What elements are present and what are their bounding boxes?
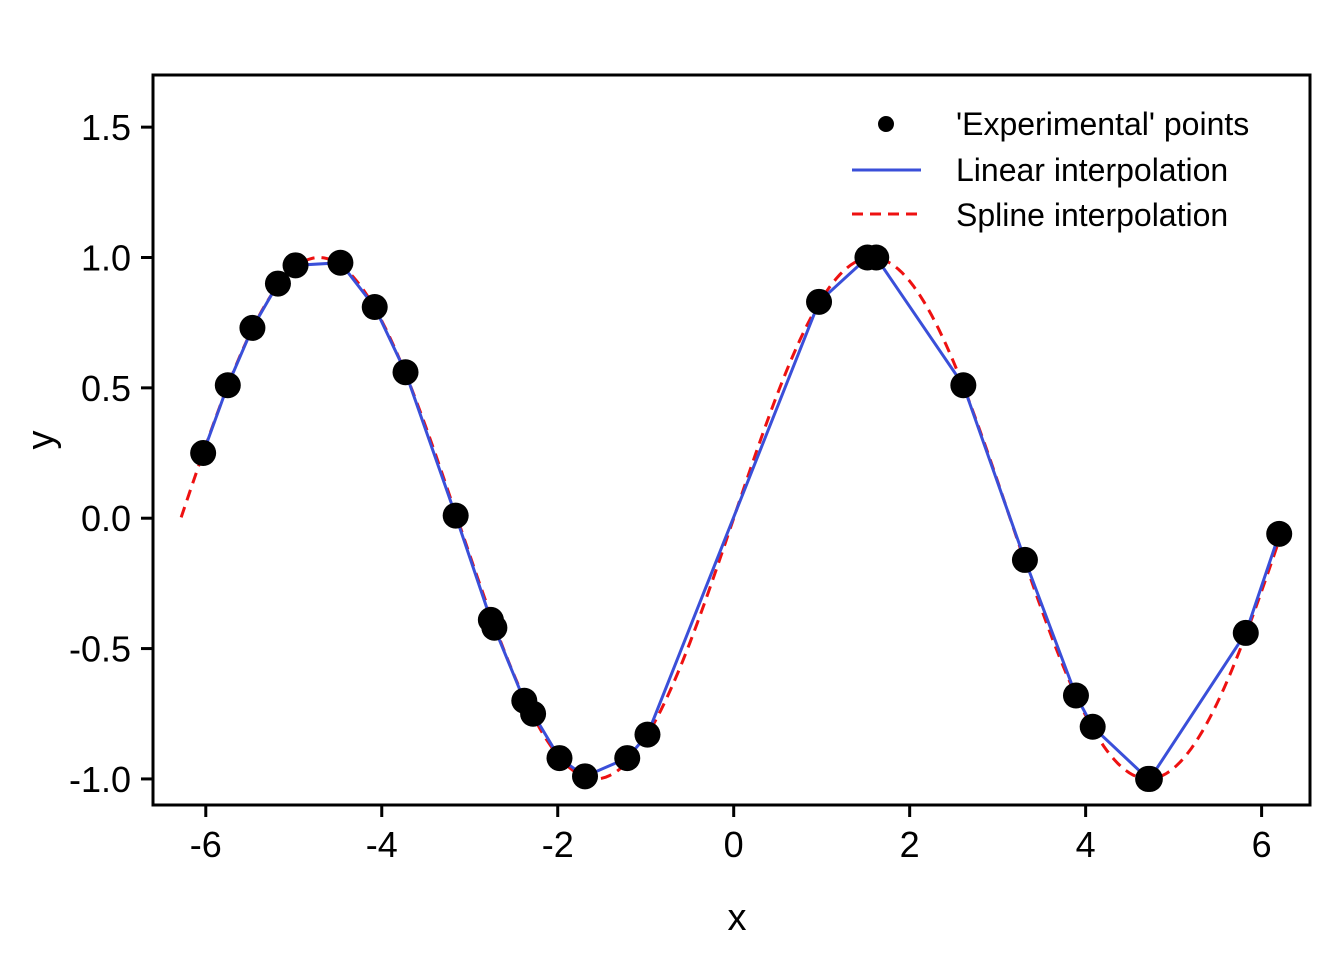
experimental-point (1011, 546, 1038, 573)
experimental-point (442, 502, 469, 529)
experimental-point (327, 249, 354, 276)
x-tick-label: 4 (1076, 824, 1096, 865)
plot-frame (151, 73, 1312, 807)
experimental-point (1079, 713, 1106, 740)
experimental-point (1266, 520, 1293, 547)
x-tick-label: 0 (724, 824, 744, 865)
x-axis: -6 -4 -2 0 2 4 6 (190, 805, 1272, 865)
experimental-point (634, 721, 661, 748)
experimental-point (239, 314, 266, 341)
y-tick-label: 0.0 (81, 498, 131, 539)
experimental-point (481, 614, 508, 641)
x-tick-label: -2 (542, 824, 574, 865)
y-tick-label: 1.5 (81, 107, 131, 148)
experimental-point (1062, 682, 1089, 709)
y-tick-label: -1.0 (69, 759, 131, 800)
experimental-point (950, 372, 977, 399)
legend-label-spline: Spline interpolation (956, 197, 1228, 233)
experimental-point (520, 700, 547, 727)
y-tick-label: 1.0 (81, 238, 131, 279)
experimental-point (1136, 765, 1163, 792)
linear-interpolation-line (201, 256, 1281, 781)
x-tick-label: -4 (366, 824, 398, 865)
experimental-point (361, 294, 388, 321)
experimental-point (863, 244, 890, 271)
x-tick-label: -6 (190, 824, 222, 865)
legend-marker-points (878, 116, 894, 132)
experimental-point (572, 763, 599, 790)
experimental-point (214, 372, 241, 399)
experimental-point (806, 288, 833, 315)
spline-interpolation-line (179, 256, 1281, 781)
experimental-point (264, 270, 291, 297)
x-tick-label: 2 (900, 824, 920, 865)
y-axis-title: y (20, 431, 62, 450)
experimental-point (282, 252, 309, 279)
legend-label-points: 'Experimental' points (956, 106, 1249, 142)
x-axis-title: x (728, 897, 747, 939)
plot-area (179, 244, 1293, 792)
legend: 'Experimental' points Linear interpolati… (852, 106, 1249, 233)
y-tick-label: -0.5 (69, 629, 131, 670)
experimental-point (1232, 619, 1259, 646)
y-tick-label: 0.5 (81, 368, 131, 409)
legend-label-linear: Linear interpolation (956, 152, 1228, 188)
y-axis: -1.0 -0.5 0.0 0.5 1.0 1.5 (69, 107, 153, 800)
experimental-point (546, 745, 573, 772)
experimental-point (190, 440, 217, 467)
experimental-point (614, 745, 641, 772)
x-tick-label: 6 (1252, 824, 1272, 865)
experimental-point (392, 359, 419, 386)
